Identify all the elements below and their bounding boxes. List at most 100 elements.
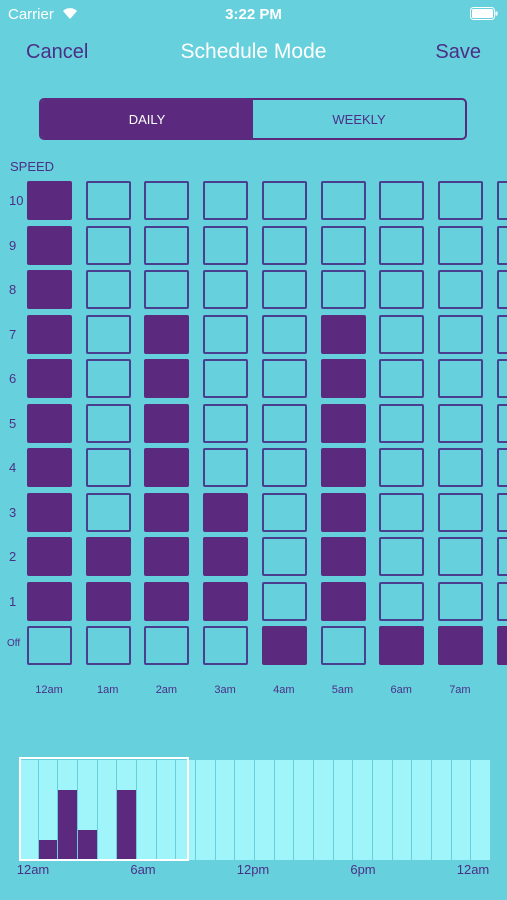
cell-filled[interactable] — [27, 581, 72, 621]
cell[interactable] — [144, 270, 190, 309]
cell-filled[interactable] — [144, 403, 190, 443]
cell-filled[interactable] — [144, 537, 190, 576]
cell[interactable] — [320, 626, 366, 665]
cell[interactable] — [85, 359, 131, 398]
cell-filled[interactable] — [320, 581, 366, 621]
cell[interactable] — [203, 626, 249, 665]
cell[interactable] — [379, 225, 425, 265]
cell-filled[interactable] — [437, 626, 483, 665]
cell[interactable] — [320, 270, 366, 309]
cell[interactable] — [496, 537, 507, 576]
cell[interactable] — [85, 270, 131, 309]
cell[interactable] — [437, 359, 483, 398]
cell[interactable] — [261, 225, 307, 265]
cell-filled[interactable] — [27, 314, 72, 354]
segment[interactable]: WEEKLY — [332, 111, 386, 127]
cell-filled[interactable] — [261, 626, 307, 665]
cell[interactable] — [379, 581, 425, 621]
cell-filled[interactable] — [320, 403, 366, 443]
cell[interactable] — [496, 314, 507, 354]
cell[interactable] — [261, 492, 307, 532]
cell-filled[interactable] — [379, 626, 425, 665]
cell[interactable] — [27, 626, 72, 665]
cell-filled[interactable] — [496, 626, 507, 665]
cell[interactable] — [261, 448, 307, 487]
cell[interactable] — [85, 403, 131, 443]
cell[interactable] — [203, 403, 249, 443]
cell-filled[interactable] — [85, 581, 131, 621]
cell[interactable] — [379, 492, 425, 532]
cell-filled[interactable] — [144, 314, 190, 354]
cell[interactable] — [379, 403, 425, 443]
cell[interactable] — [496, 403, 507, 443]
cell[interactable] — [437, 270, 483, 309]
cell[interactable] — [379, 270, 425, 309]
cell-filled[interactable] — [85, 537, 131, 576]
cell-filled[interactable] — [27, 448, 72, 487]
cell[interactable] — [320, 225, 366, 265]
cell[interactable] — [203, 181, 249, 220]
cell-filled[interactable] — [27, 225, 72, 265]
cell[interactable] — [144, 626, 190, 665]
overview-window[interactable] — [19, 757, 189, 861]
cell-filled[interactable] — [144, 581, 190, 621]
cell-filled[interactable] — [203, 492, 249, 532]
cell[interactable] — [437, 225, 483, 265]
cell-filled[interactable] — [27, 181, 72, 220]
cell-filled[interactable] — [320, 359, 366, 398]
cell-filled[interactable] — [144, 448, 190, 487]
cell-filled[interactable] — [320, 492, 366, 532]
cell[interactable] — [437, 581, 483, 621]
cell[interactable] — [379, 359, 425, 398]
cell-filled[interactable] — [27, 492, 72, 532]
cell-filled[interactable] — [27, 359, 72, 398]
cell[interactable] — [496, 581, 507, 621]
cell[interactable] — [496, 225, 507, 265]
cell[interactable] — [437, 403, 483, 443]
cell-filled[interactable] — [320, 314, 366, 354]
cell[interactable] — [379, 448, 425, 487]
cell[interactable] — [496, 448, 507, 487]
cell[interactable] — [437, 448, 483, 487]
cell[interactable] — [85, 448, 131, 487]
cell[interactable] — [261, 537, 307, 576]
cell[interactable] — [203, 359, 249, 398]
cell[interactable] — [379, 181, 425, 220]
cell[interactable] — [437, 314, 483, 354]
save-button[interactable]: Save — [435, 41, 481, 63]
cell[interactable] — [203, 270, 249, 309]
cell[interactable] — [203, 225, 249, 265]
cell[interactable] — [379, 537, 425, 576]
cell[interactable] — [496, 359, 507, 398]
cell-filled[interactable] — [320, 448, 366, 487]
cell[interactable] — [437, 537, 483, 576]
cell-filled[interactable] — [144, 492, 190, 532]
cell-filled[interactable] — [203, 537, 249, 576]
cell[interactable] — [261, 403, 307, 443]
cell[interactable] — [85, 626, 131, 665]
cell-filled[interactable] — [144, 359, 190, 398]
cell-filled[interactable] — [27, 537, 72, 576]
cell-filled[interactable] — [27, 403, 72, 443]
cell-filled[interactable] — [320, 537, 366, 576]
cell[interactable] — [85, 492, 131, 532]
cell-filled[interactable] — [27, 270, 72, 309]
cell[interactable] — [496, 270, 507, 309]
cell[interactable] — [144, 181, 190, 220]
cell[interactable] — [261, 181, 307, 220]
cell[interactable] — [203, 314, 249, 354]
cell[interactable] — [85, 314, 131, 354]
cell[interactable] — [203, 448, 249, 487]
cell[interactable] — [85, 225, 131, 265]
cell[interactable] — [261, 270, 307, 309]
cell[interactable] — [437, 492, 483, 532]
cell[interactable] — [496, 181, 507, 220]
cell[interactable] — [261, 359, 307, 398]
cell[interactable] — [320, 181, 366, 220]
cell[interactable] — [496, 492, 507, 532]
cell[interactable] — [261, 314, 307, 354]
segment[interactable]: DAILY — [41, 100, 253, 138]
cell[interactable] — [261, 581, 307, 621]
cell[interactable] — [379, 314, 425, 354]
cancel-button[interactable]: Cancel — [26, 41, 89, 63]
